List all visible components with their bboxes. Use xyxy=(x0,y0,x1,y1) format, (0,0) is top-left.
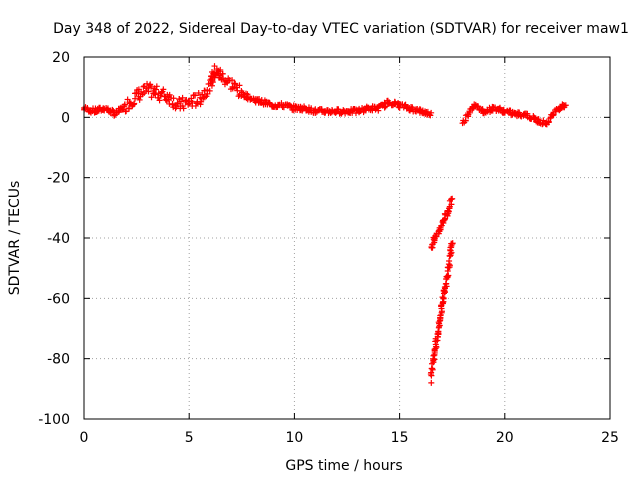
data-point xyxy=(429,366,436,373)
x-axis-label: GPS time / hours xyxy=(285,458,402,474)
data-point xyxy=(148,94,155,101)
x-tick-label: 25 xyxy=(601,430,619,446)
series-1 xyxy=(428,195,456,251)
data-point xyxy=(428,379,435,386)
data-point xyxy=(449,195,456,202)
data-point xyxy=(198,98,205,105)
y-tick-label: 20 xyxy=(52,50,70,66)
data-point xyxy=(166,91,173,98)
data-point xyxy=(244,91,251,98)
data-point xyxy=(448,201,455,208)
data-point xyxy=(121,101,128,108)
data-point xyxy=(169,100,176,107)
data-point xyxy=(148,83,155,90)
data-point xyxy=(448,249,455,256)
data-point xyxy=(334,106,341,113)
data-point xyxy=(180,105,187,112)
data-point xyxy=(136,96,143,103)
x-tick-label: 5 xyxy=(185,430,194,446)
series-2 xyxy=(427,240,456,386)
data-point xyxy=(431,348,438,355)
data-point xyxy=(160,86,167,93)
data-point xyxy=(132,95,139,102)
data-point xyxy=(375,107,382,114)
data-point xyxy=(433,338,440,345)
x-tick-label: 10 xyxy=(285,430,303,446)
data-point xyxy=(126,105,133,112)
data-point xyxy=(444,212,451,219)
data-point xyxy=(449,241,456,248)
y-tick-label: -40 xyxy=(47,231,70,247)
data-point xyxy=(475,103,482,110)
data-point xyxy=(152,91,159,98)
y-tick-label: -60 xyxy=(47,291,70,307)
data-point xyxy=(232,81,239,88)
data-point xyxy=(446,262,453,269)
y-tick-label: -100 xyxy=(38,412,70,428)
y-axis-label: SDTVAR / TECUs xyxy=(7,181,23,296)
data-point xyxy=(524,110,531,117)
data-point xyxy=(140,83,147,90)
chart-title: Day 348 of 2022, Sidereal Day-to-day VTE… xyxy=(53,21,629,37)
x-tick-label: 15 xyxy=(391,430,409,446)
y-tick-label: 0 xyxy=(61,110,70,126)
y-tick-label: -80 xyxy=(47,352,70,368)
y-tick-label: -20 xyxy=(47,171,70,187)
x-tick-label: 20 xyxy=(496,430,514,446)
data-point xyxy=(170,95,177,102)
data-point xyxy=(156,97,163,104)
data-point xyxy=(550,111,557,118)
data-point xyxy=(179,94,186,101)
data-point xyxy=(217,66,224,73)
data-point xyxy=(84,105,91,112)
data-point xyxy=(433,344,440,351)
grid xyxy=(84,57,610,419)
data-points xyxy=(80,63,569,386)
data-point xyxy=(131,100,138,107)
data-point xyxy=(174,99,181,106)
data-point xyxy=(157,92,164,99)
data-point xyxy=(545,119,552,126)
data-point xyxy=(496,105,503,112)
data-point xyxy=(192,92,199,99)
data-point xyxy=(236,82,243,89)
data-point xyxy=(229,77,236,84)
plot-area-border xyxy=(83,56,611,420)
data-point xyxy=(206,87,213,94)
data-point xyxy=(430,352,437,359)
data-point xyxy=(208,82,215,89)
data-point xyxy=(153,83,160,90)
data-point xyxy=(446,257,453,264)
data-point xyxy=(462,117,469,124)
data-point xyxy=(562,102,569,109)
data-point xyxy=(153,86,160,93)
data-point xyxy=(428,109,435,116)
data-point xyxy=(185,101,192,108)
data-point xyxy=(195,89,202,96)
series-0 xyxy=(80,63,569,128)
data-point xyxy=(211,63,218,70)
data-point xyxy=(438,308,445,315)
data-point xyxy=(534,116,541,123)
x-tick-label: 0 xyxy=(80,430,89,446)
data-point xyxy=(435,328,442,335)
data-point xyxy=(442,281,449,288)
data-point xyxy=(119,106,126,113)
data-point xyxy=(440,295,447,302)
